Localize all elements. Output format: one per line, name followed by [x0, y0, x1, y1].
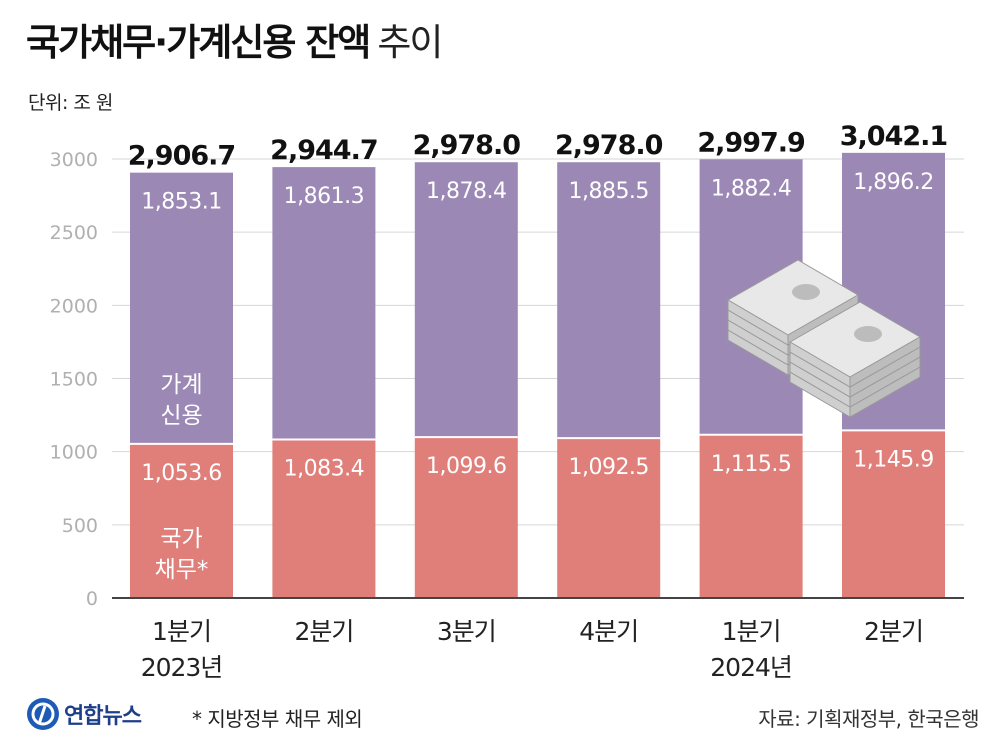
logo-text: 연합뉴스: [64, 704, 142, 729]
cash-bundle-side: [849, 336, 921, 388]
grid-lines: [112, 158, 964, 526]
y-tick-label: 2000: [50, 295, 98, 317]
bar-government-debt: [557, 438, 661, 598]
bar-government-debt: [699, 434, 803, 598]
chart-title-suffix: 추이: [377, 21, 443, 64]
government-value-label: 1,115.5: [711, 452, 791, 477]
bar-government-debt: [414, 437, 518, 598]
y-axis-ticks: 0 500 1000 1500 2000 2500 3000: [50, 149, 98, 610]
cash-portrait: [792, 284, 820, 300]
bar-government-debt: [842, 430, 945, 598]
x-category-label: 1분기: [722, 617, 781, 646]
y-tick-label: 0: [86, 588, 98, 610]
x-category-label: 1분기: [152, 617, 211, 646]
bar-government-debt: [130, 443, 233, 598]
household-value-label: 1,885.5: [568, 179, 648, 204]
bar-labels: 2,906.7 1,853.1 1,053.6 2,944.7 1,861.3 1,083…: [128, 121, 948, 583]
legend-label-government: 국가: [160, 526, 202, 552]
government-value-label: 1,083.4: [284, 456, 364, 481]
household-value-label: 1,878.4: [426, 179, 506, 204]
total-label: 3,042.1: [840, 121, 947, 152]
y-tick-label: 1500: [50, 369, 98, 391]
household-value-label: 1,882.4: [711, 176, 791, 201]
total-label: 2,997.9: [697, 127, 805, 158]
bar-government-debt: [272, 439, 376, 598]
yonhap-logo-icon: [27, 698, 59, 730]
x-year-label: 2024년: [710, 653, 792, 682]
x-category-label: 4분기: [579, 617, 638, 646]
x-category-label: 2분기: [294, 617, 353, 646]
y-tick-label: 3000: [50, 149, 98, 171]
page-title: 국가채무·가계신용 잔액 추이: [26, 12, 443, 66]
cash-stack-icon: [727, 259, 921, 418]
government-value-label: 1,099.6: [426, 454, 506, 479]
x-category-label: 2분기: [864, 617, 923, 646]
legend-label-household: 가계: [160, 372, 202, 398]
total-label: 2,944.7: [270, 135, 377, 166]
x-year-label: 2023년: [141, 653, 223, 682]
total-label: 2,906.7: [128, 141, 235, 172]
government-value-label: 1,145.9: [853, 447, 933, 472]
chart-title: 국가채무·가계신용 잔액: [26, 21, 371, 64]
y-tick-label: 2500: [50, 222, 98, 244]
household-value-label: 1,896.2: [853, 170, 933, 195]
household-value-label: 1,853.1: [141, 190, 221, 215]
unit-label: 단위: 조 원: [28, 92, 113, 114]
total-label: 2,978.0: [413, 130, 521, 161]
legend-label-government: 채무*: [155, 557, 209, 583]
y-tick-label: 500: [62, 515, 98, 537]
footnote: * 지방정부 채무 제외: [192, 707, 363, 731]
x-axis-categories: 1분기 2023년 2분기 3분기 4분기 1분기 2024년 2분기: [141, 617, 924, 682]
household-value-label: 1,861.3: [284, 184, 364, 209]
cash-portrait: [854, 326, 882, 342]
stacked-bar-chart: 0 500 1000 1500 2000 2500 3000 2,906.7 1,853.1 1…: [50, 121, 964, 682]
bars: [130, 152, 945, 598]
logo: 연합뉴스: [26, 697, 142, 731]
bar-household-credit: [557, 162, 661, 439]
bar-household-credit: [272, 167, 376, 440]
bar-household-credit: [414, 162, 518, 438]
government-value-label: 1,053.6: [141, 461, 221, 486]
bar-household-credit: [130, 172, 233, 444]
x-category-label: 3분기: [437, 617, 496, 646]
total-label: 2,978.0: [555, 130, 663, 161]
legend-label-household: 신용: [160, 403, 202, 429]
source-note: 자료: 기획재정부, 한국은행: [758, 707, 979, 731]
government-value-label: 1,092.5: [568, 455, 648, 480]
y-tick-label: 1000: [50, 442, 98, 464]
